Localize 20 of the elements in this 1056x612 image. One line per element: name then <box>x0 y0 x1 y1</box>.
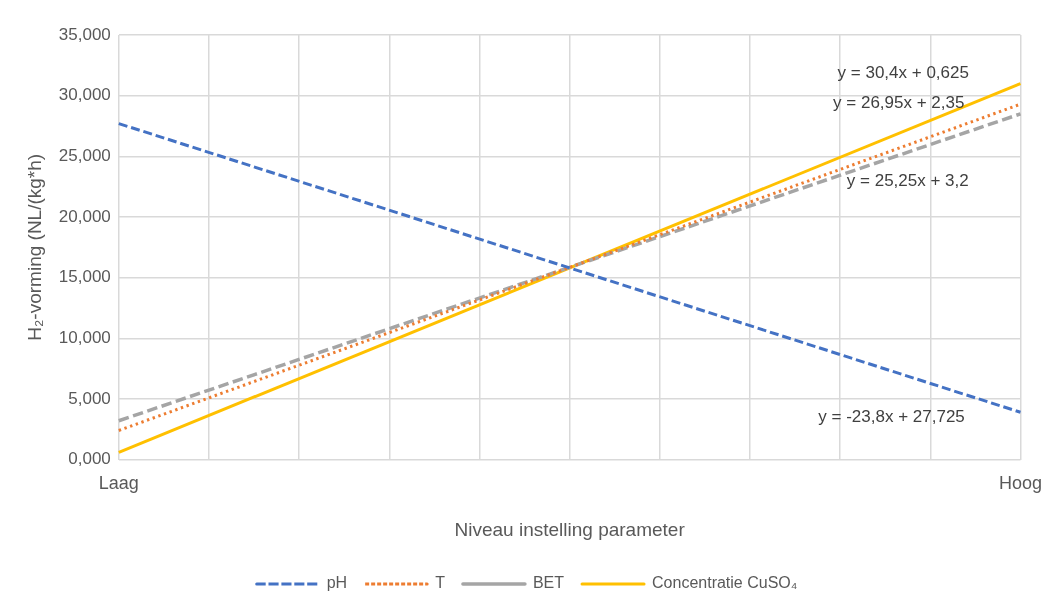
annotation: y = 25,25x + 3,2 <box>846 171 969 191</box>
x-tick-label: Hoog <box>998 473 1042 494</box>
y-axis-title: H₂-vorming (NL/(kg*h) <box>23 153 45 341</box>
annotation: y = 30,4x + 0,625 <box>837 62 969 82</box>
y-tick-label: 5,000 <box>68 388 111 408</box>
y-tick-label: 20,000 <box>58 206 111 226</box>
legend-label: pH <box>326 574 348 592</box>
y-tick-label: 0,000 <box>68 449 111 469</box>
y-tick-label: 30,000 <box>58 85 111 105</box>
legend-label: BET <box>532 574 565 592</box>
y-tick-label: 25,000 <box>58 146 111 165</box>
y-tick-label: 15,000 <box>58 267 111 287</box>
legend-label: Concentratie CuSO₄ <box>652 574 798 592</box>
annotation: y = 26,95x + 2,35 <box>833 92 965 112</box>
y-tick-label: 35,000 <box>58 24 111 44</box>
annotation: y = -23,8x + 27,725 <box>818 406 965 426</box>
x-tick-label: Laag <box>98 473 139 494</box>
y-tick-label: 10,000 <box>58 327 111 347</box>
x-axis-title: Niveau instelling parameter <box>454 518 686 540</box>
legend-label: T <box>435 574 446 592</box>
